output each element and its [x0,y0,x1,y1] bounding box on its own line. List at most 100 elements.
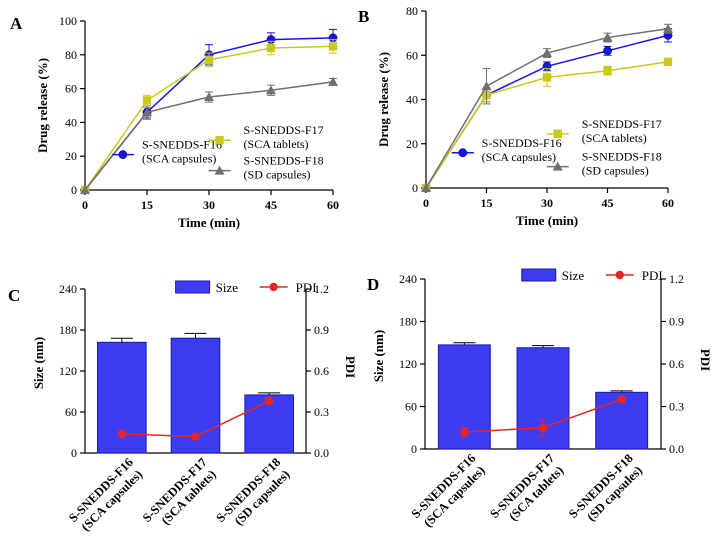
panel-c: C 0 60 120 180 240 0.0 0.3 0.6 0.9 1.2 Size (nm) PDI… [8,280,358,534]
pdi-point [617,395,626,404]
legend-label: S-SNEDDS-F17 [244,123,324,137]
y-axis-label: Size (nm) [371,330,386,382]
data-point [204,55,214,65]
series-f18 [80,76,338,194]
legend-marker [552,161,563,171]
y-tick-label: 100 [59,14,77,28]
y-tick-label: 0 [411,442,417,456]
data-point [142,96,152,105]
pdi-point [191,432,200,441]
category-label: S-SNEDDS-F16(SCA capsules) [66,455,145,534]
y2-tick-label: 0.3 [314,405,329,419]
panel-letter: B [358,7,369,26]
legend-line-label: PDI [296,280,317,295]
legend-sublabel: (SCA tablets) [582,131,647,145]
category-label: S-SNEDDS-F18(SD capsules) [213,455,292,528]
legend-sublabel: (SCA capsules) [142,152,216,166]
y-tick-label: 0 [71,183,77,197]
panel-letter: C [8,286,20,305]
data-point [142,107,152,117]
legend-sublabel: (SD capsules) [582,164,649,178]
y2-tick-label: 0.9 [314,323,329,337]
y-tick-label: 40 [406,93,418,107]
legend-line-label: PDI [642,268,663,283]
y-tick-label: 180 [59,323,77,337]
legend-bar-swatch [175,280,211,294]
y-tick-label: 80 [65,48,77,62]
y2-axis-label: PDI [698,349,713,371]
y-tick-label: 120 [399,357,417,371]
y-tick-label: 60 [405,400,417,414]
legend-bar-label: Size [216,280,239,295]
y2-tick-label: 1.2 [314,282,329,296]
x-axis-label: Time (min) [516,213,578,228]
legend-sublabel: (SD capsules) [244,168,311,182]
legend-marker [553,129,562,139]
data-point [603,46,612,56]
legend-bar-label: Size [562,268,585,283]
data-point [663,23,673,33]
legend-bar-swatch [521,268,557,282]
panel-letter: D [367,275,379,294]
legend: Size PDI [175,280,317,295]
y2-tick-label: 0.0 [314,446,329,460]
y2-tick-label: 0.9 [669,315,684,329]
panel-a: A 0 20 40 60 80 100 0 15 30 45 60 Time (min) Drug rel… [10,14,339,230]
x-tick-label: 45 [602,196,614,210]
data-point [663,57,673,67]
legend-marker [215,136,224,145]
data-point [328,76,338,86]
y2-tick-label: 1.2 [669,272,684,286]
x-tick-label: 15 [141,198,153,212]
data-point [542,73,552,82]
legend-label: S-SNEDDS-F17 [582,117,662,131]
category-label: S-SNEDDS-F18(SD capsules) [566,451,645,524]
legend-label: S-SNEDDS-F16 [482,136,562,150]
pdi-point [264,396,274,406]
y-tick-label: 40 [65,115,77,129]
data-point [421,183,431,192]
legend-marker [269,282,278,292]
x-tick-label: 0 [82,198,88,212]
y-tick-label: 0 [71,446,77,460]
y2-tick-label: 0.0 [669,442,684,456]
data-point [266,43,276,53]
y-tick-label: 180 [399,315,417,329]
legend: S-SNEDDS-F16(SCA capsules)S-SNEDDS-F17(S… [111,123,324,182]
data-point [602,32,613,42]
x-tick-label: 45 [265,198,277,212]
y2-axis-label: PDI [343,356,358,378]
legend-label: S-SNEDDS-F16 [142,138,222,152]
legend-marker [214,165,225,175]
x-tick-label: 60 [662,196,674,210]
legend-marker [458,148,468,158]
data-point [204,92,214,102]
y-tick-label: 240 [59,282,77,296]
y-tick-label: 60 [406,48,418,62]
data-point [603,66,612,75]
y-tick-label: 20 [406,137,418,151]
y-tick-label: 20 [65,149,77,163]
x-tick-label: 0 [423,196,429,210]
series-f18 [421,23,673,192]
category-label: S-SNEDDS-F16(SCA capsules) [409,451,488,530]
category-label: S-SNEDDS-F17(SCA tablets) [487,451,566,523]
y-tick-label: 120 [59,364,77,378]
legend: Size PDI [521,268,663,283]
pdi-point [117,429,127,439]
y2-tick-label: 0.3 [669,400,684,414]
panel-d: D 0 60 120 180 240 0.0 0.3 0.6 0.9 1.2 Size (nm) PDI… [367,268,713,530]
x-tick-label: 30 [541,196,553,210]
pdi-point [460,427,469,437]
legend-sublabel: (SCA tablets) [244,137,309,151]
category-label: S-SNEDDS-F17(SCA tablets) [140,455,219,527]
y-axis-label: Drug release (%) [376,52,391,147]
y-tick-label: 240 [399,272,417,286]
legend-label: S-SNEDDS-F18 [244,154,324,168]
pdi-point [538,423,548,432]
x-axis-label: Time (min) [178,215,240,230]
panel-letter: A [10,14,23,33]
panel-b: B 0 20 40 60 80 0 15 30 45 60 Time (min) Drug releas… [358,4,674,228]
legend: S-SNEDDS-F16(SCA capsules)S-SNEDDS-F17(S… [451,117,662,178]
